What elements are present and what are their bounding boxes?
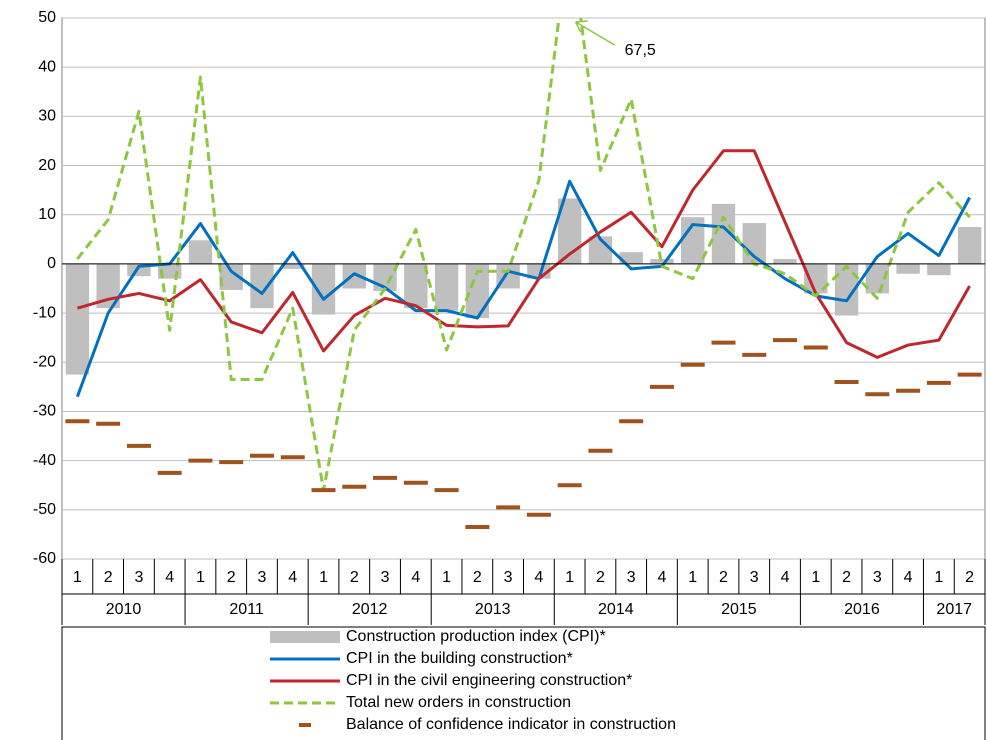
x-tick-label: 3 xyxy=(258,569,267,586)
y-tick-label: 10 xyxy=(38,206,56,223)
bar xyxy=(65,263,90,375)
x-tick-label: 3 xyxy=(381,569,390,586)
bar xyxy=(342,263,366,289)
x-tick-label: 3 xyxy=(873,569,882,586)
bar xyxy=(927,263,951,276)
bar xyxy=(957,227,982,264)
x-tick-label: 2 xyxy=(719,569,728,586)
y-tick-label: 30 xyxy=(38,108,56,125)
bar xyxy=(804,263,828,294)
bars xyxy=(65,198,982,375)
y-tick-label: 0 xyxy=(47,255,56,272)
legend-swatch xyxy=(270,631,340,643)
x-tick-label: 2 xyxy=(473,569,482,586)
bar xyxy=(404,263,428,309)
x-tick-label: 3 xyxy=(627,569,636,586)
bar xyxy=(281,263,305,269)
annotation-arrowhead xyxy=(574,20,588,33)
legend-box xyxy=(61,626,986,740)
axes: -60 -50 -40 -30 -20 -10 0 10 20 30 40 50 1 2 3 4 2010 1 2 3… xyxy=(33,9,986,625)
x-tick-label: 1 xyxy=(934,569,943,586)
year-label: 2014 xyxy=(598,601,634,618)
legend-label: Total new orders in construction xyxy=(346,694,571,711)
y-tick-label: -30 xyxy=(33,403,56,420)
bar xyxy=(711,203,736,264)
x-tick-label: 1 xyxy=(442,569,451,586)
x-tick-label: 2 xyxy=(104,569,113,586)
x-tick-label: 4 xyxy=(534,569,543,586)
y-tick-label: -10 xyxy=(33,304,56,321)
y-tick-label: 50 xyxy=(38,9,56,26)
y-tick-label: 20 xyxy=(38,157,56,174)
value-label: 67,5 xyxy=(625,42,656,59)
x-tick-label: 1 xyxy=(319,569,328,586)
x-tick-label: 1 xyxy=(196,569,205,586)
annotation-arrow xyxy=(575,21,616,46)
x-tick-label: 3 xyxy=(750,569,759,586)
legend-label: Construction production index (CPI)* xyxy=(346,628,606,645)
bar xyxy=(188,240,213,264)
bar xyxy=(434,263,459,311)
x-tick-label: 1 xyxy=(565,569,574,586)
x-tick-label: 2 xyxy=(350,569,359,586)
bar xyxy=(834,263,859,316)
x-tick-label: 3 xyxy=(134,569,143,586)
bar xyxy=(219,263,243,290)
bar xyxy=(773,258,797,264)
legend-label: CPI in the civil engineering constructio… xyxy=(346,672,632,689)
y-tick-label: -20 xyxy=(33,353,56,370)
year-label: 2013 xyxy=(475,601,511,618)
bar xyxy=(311,263,336,315)
series-line xyxy=(75,179,971,398)
y-tick-label: 40 xyxy=(38,58,56,75)
year-label: 2016 xyxy=(844,601,880,618)
x-tick-label: 2 xyxy=(596,569,605,586)
x-tick-label: 1 xyxy=(688,569,697,586)
x-tick-label: 4 xyxy=(288,569,297,586)
year-label: 2015 xyxy=(721,601,757,618)
x-tick-label: 2 xyxy=(965,569,974,586)
x-tick-label: 4 xyxy=(411,569,420,586)
bar xyxy=(465,263,490,319)
x-tick-label: 3 xyxy=(504,569,513,586)
x-tick-label: 2 xyxy=(842,569,851,586)
bar xyxy=(650,258,674,264)
x-tick-label: 1 xyxy=(811,569,820,586)
series-line xyxy=(76,149,971,359)
year-label: 2011 xyxy=(229,601,264,618)
bar xyxy=(557,198,582,264)
x-tick-label: 4 xyxy=(904,569,913,586)
y-tick-label: -40 xyxy=(33,452,56,469)
legend-label: Balance of confidence indicator in const… xyxy=(346,716,676,733)
bar xyxy=(619,252,643,264)
year-label: 2017 xyxy=(936,601,972,618)
year-label: 2010 xyxy=(106,601,142,618)
x-tick-label: 2 xyxy=(227,569,236,586)
bar xyxy=(681,217,705,264)
x-tick-label: 1 xyxy=(73,569,82,586)
y-tick-label: -60 xyxy=(33,550,56,567)
year-label: 2012 xyxy=(352,601,388,618)
y-tick-label: -50 xyxy=(33,501,56,518)
lines xyxy=(65,18,982,530)
x-tick-label: 4 xyxy=(781,569,790,586)
x-tick-label: 4 xyxy=(165,569,174,586)
legend: Construction production index (CPI)* CPI … xyxy=(270,628,676,733)
x-tick-label: 4 xyxy=(657,569,666,586)
bar xyxy=(250,263,274,309)
legend-label: CPI in the building construction* xyxy=(346,650,573,667)
bar xyxy=(896,263,920,274)
